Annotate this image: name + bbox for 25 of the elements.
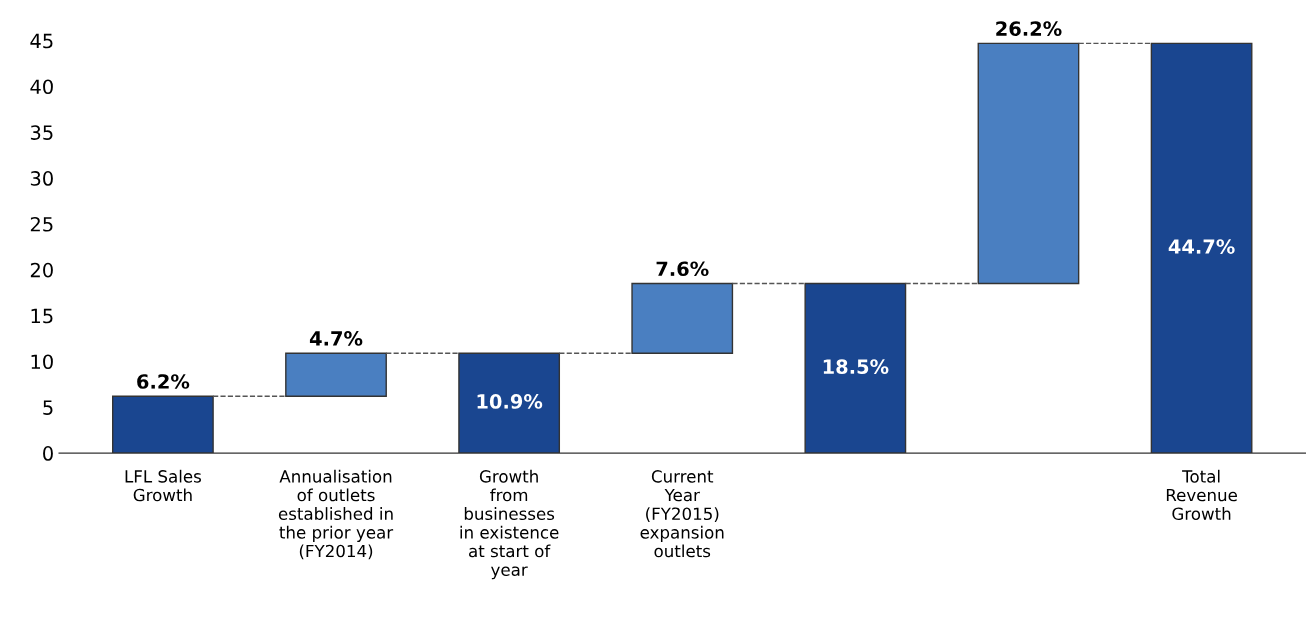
data-label: 44.7% [1168,239,1235,254]
data-label: 26.2% [996,21,1062,36]
y-tick-label: 40 [30,79,53,95]
y-tick-label: 20 [30,262,53,278]
bar [977,42,1080,285]
y-tick-label: 0 [43,446,53,461]
bar [631,282,734,354]
y-tick-label: 30 [30,171,53,186]
x-tick-label: Current Year (FY2015) expansion outlets [640,470,724,558]
y-tick-label: 45 [30,33,53,49]
y-tick-label: 15 [31,308,53,324]
x-tick-label: Growth from businesses in existence at start of year [460,469,559,580]
y-tick-label: 25 [30,216,53,232]
bar [285,352,387,397]
data-label: 6.2% [137,374,190,389]
x-tick-label: Total Revenue Growth [1166,469,1237,521]
x-tick-label: Annualisation of outlets established in the prior year (FY2014) [278,469,394,560]
data-label: 18.5% [823,359,889,374]
y-tick-label: 5 [43,400,53,415]
data-label: 4.7% [309,331,363,346]
y-tick-label: 35 [30,125,53,140]
data-label: 10.9% [477,394,543,409]
data-label: 7.6% [656,261,709,277]
x-tick-label: LFL Sales Growth [125,469,201,502]
y-tick-label: 10 [31,354,53,370]
